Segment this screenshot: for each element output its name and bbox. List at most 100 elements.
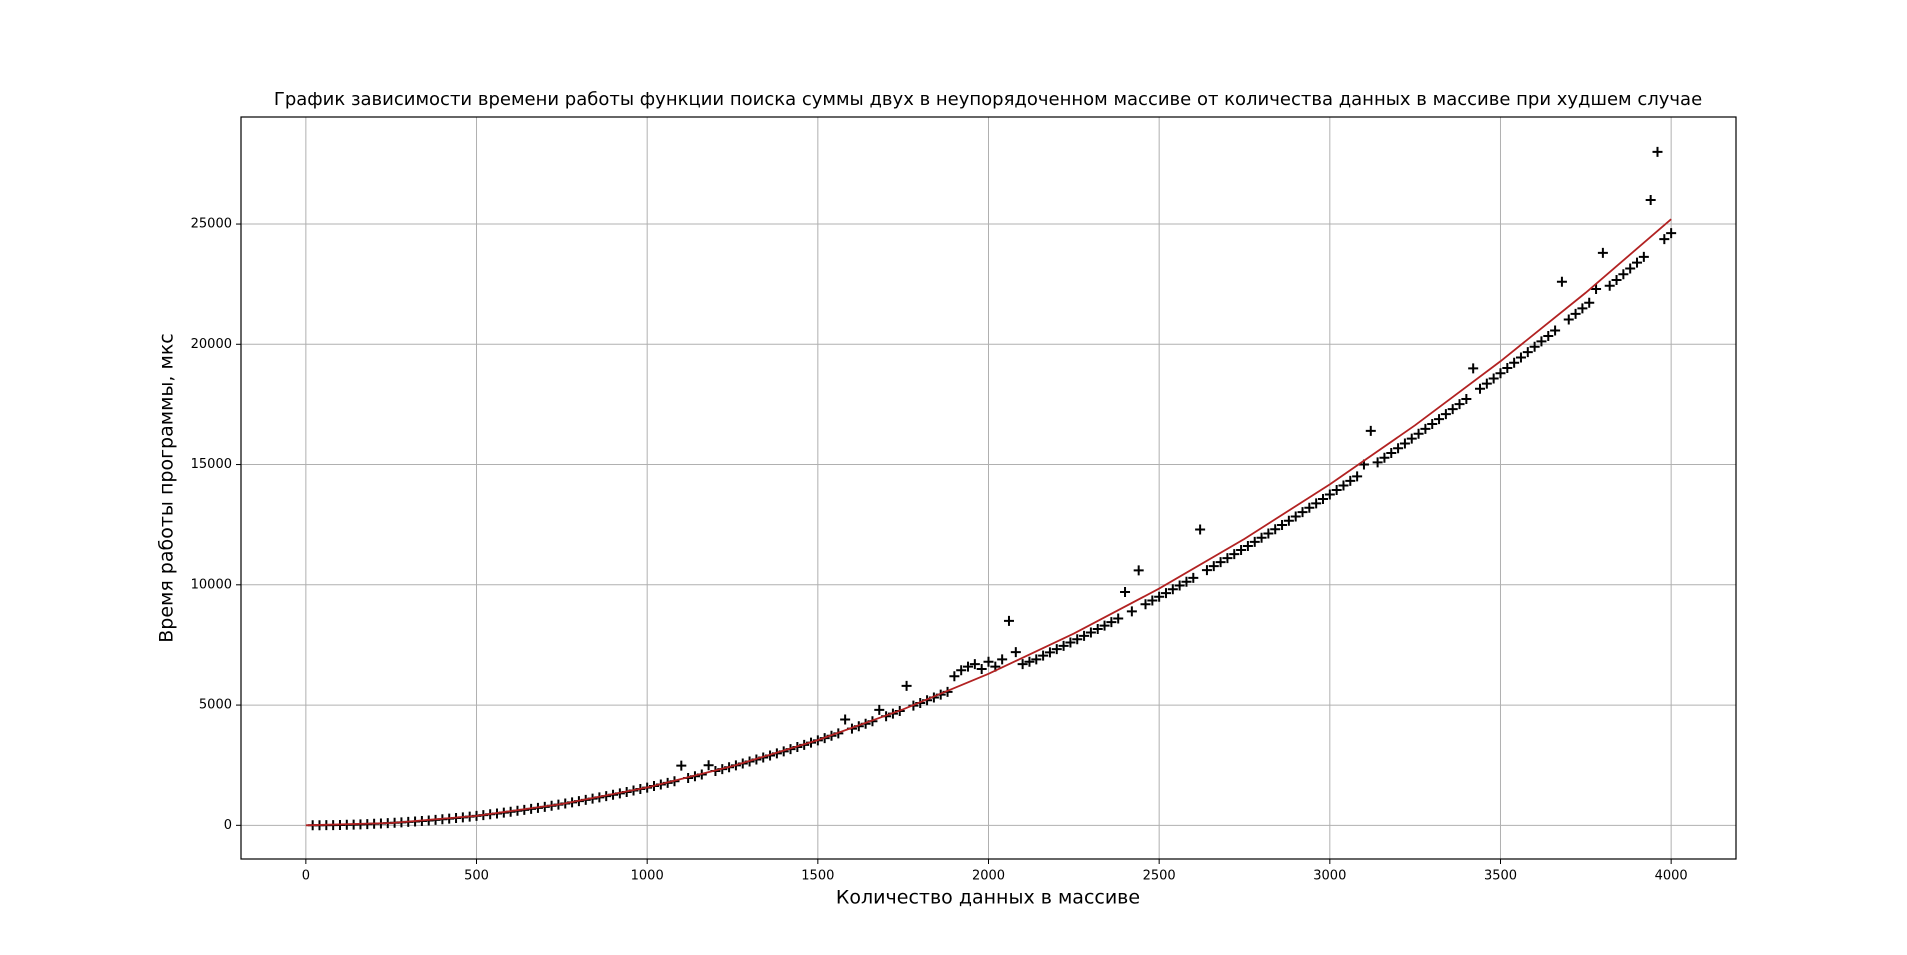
chart-title: График зависимости времени работы функци… xyxy=(274,89,1702,110)
data-point xyxy=(976,663,987,674)
data-point xyxy=(1017,659,1028,670)
data-point xyxy=(1352,471,1363,482)
data-point xyxy=(1195,524,1206,535)
data-point xyxy=(1406,433,1417,444)
data-point xyxy=(1092,624,1103,635)
data-point xyxy=(1242,540,1253,551)
data-point xyxy=(1229,549,1240,560)
data-point xyxy=(963,661,974,672)
data-point xyxy=(874,704,885,715)
y-tick-label: 0 xyxy=(224,818,232,833)
data-point xyxy=(1645,194,1656,205)
x-tick-label: 4000 xyxy=(1655,869,1688,884)
data-point xyxy=(949,671,960,682)
data-point xyxy=(1625,263,1636,274)
data-point xyxy=(1058,640,1069,651)
data-point xyxy=(1399,438,1410,449)
data-point xyxy=(1147,595,1158,606)
data-point xyxy=(1072,634,1083,645)
data-point xyxy=(1632,257,1643,268)
data-point xyxy=(1085,627,1096,638)
y-tick-label: 15000 xyxy=(191,457,232,472)
data-point xyxy=(1290,511,1301,522)
data-point xyxy=(1529,341,1540,352)
data-point xyxy=(1160,588,1171,599)
data-point xyxy=(1379,452,1390,463)
data-point xyxy=(840,714,851,725)
data-point xyxy=(1249,536,1260,547)
data-point xyxy=(703,760,714,771)
data-point xyxy=(1031,654,1042,665)
data-point xyxy=(1263,528,1274,539)
data-point xyxy=(1324,489,1335,500)
data-point xyxy=(1113,613,1124,624)
data-point xyxy=(1536,336,1547,347)
data-point xyxy=(969,659,980,670)
data-point xyxy=(1481,378,1492,389)
data-point xyxy=(1515,352,1526,363)
data-point xyxy=(1038,650,1049,661)
data-point xyxy=(1488,373,1499,384)
data-point xyxy=(1201,565,1212,576)
data-point xyxy=(997,654,1008,665)
data-point xyxy=(1427,419,1438,430)
data-point xyxy=(676,760,687,771)
data-point xyxy=(1420,423,1431,434)
data-point xyxy=(1454,399,1465,410)
data-point xyxy=(1577,303,1588,314)
data-point xyxy=(1181,576,1192,587)
data-point xyxy=(1338,480,1349,491)
data-point xyxy=(956,665,967,676)
data-point xyxy=(1638,251,1649,262)
data-point xyxy=(1188,572,1199,583)
data-point xyxy=(1563,314,1574,325)
x-axis-label: Количество данных в массиве xyxy=(836,887,1140,909)
data-point xyxy=(1167,584,1178,595)
y-tick-label: 25000 xyxy=(191,217,232,232)
data-point xyxy=(1440,409,1451,420)
y-tick-label: 20000 xyxy=(191,337,232,352)
data-point xyxy=(1604,280,1615,291)
data-point xyxy=(1468,363,1479,374)
data-point xyxy=(1215,557,1226,568)
data-point xyxy=(1543,330,1554,341)
data-point xyxy=(983,656,994,667)
data-point xyxy=(1461,394,1472,405)
data-point xyxy=(901,680,912,691)
data-point xyxy=(1010,647,1021,658)
data-point xyxy=(1126,606,1137,617)
data-point xyxy=(1434,414,1445,425)
data-point xyxy=(1120,587,1131,598)
data-point xyxy=(1079,630,1090,641)
data-point xyxy=(1659,234,1670,245)
data-point xyxy=(1393,443,1404,454)
data-point xyxy=(1304,502,1315,513)
y-axis-label: Время работы программы, мкс xyxy=(156,333,178,643)
fit-line xyxy=(305,218,1672,827)
data-point xyxy=(1311,498,1322,509)
data-point xyxy=(1584,297,1595,308)
data-point xyxy=(1345,475,1356,486)
data-point xyxy=(1618,269,1629,280)
x-tick-label: 1000 xyxy=(631,869,664,884)
data-point xyxy=(1003,615,1014,626)
plot-frame xyxy=(240,116,1737,860)
x-tick-label: 0 xyxy=(302,869,310,884)
x-tick-label: 3000 xyxy=(1313,869,1346,884)
data-point xyxy=(1372,457,1383,468)
data-point xyxy=(1509,357,1520,368)
data-point xyxy=(1550,325,1561,336)
data-point xyxy=(1208,561,1219,572)
data-point xyxy=(1044,647,1055,658)
data-point xyxy=(1277,520,1288,531)
data-point xyxy=(1556,276,1567,287)
data-point xyxy=(1475,383,1486,394)
x-tick-label: 2000 xyxy=(972,869,1005,884)
data-point xyxy=(1318,493,1328,504)
data-point xyxy=(1570,308,1581,319)
data-point xyxy=(1133,565,1144,576)
data-point xyxy=(1256,532,1267,543)
data-point xyxy=(1502,363,1513,374)
data-point xyxy=(1591,283,1602,294)
